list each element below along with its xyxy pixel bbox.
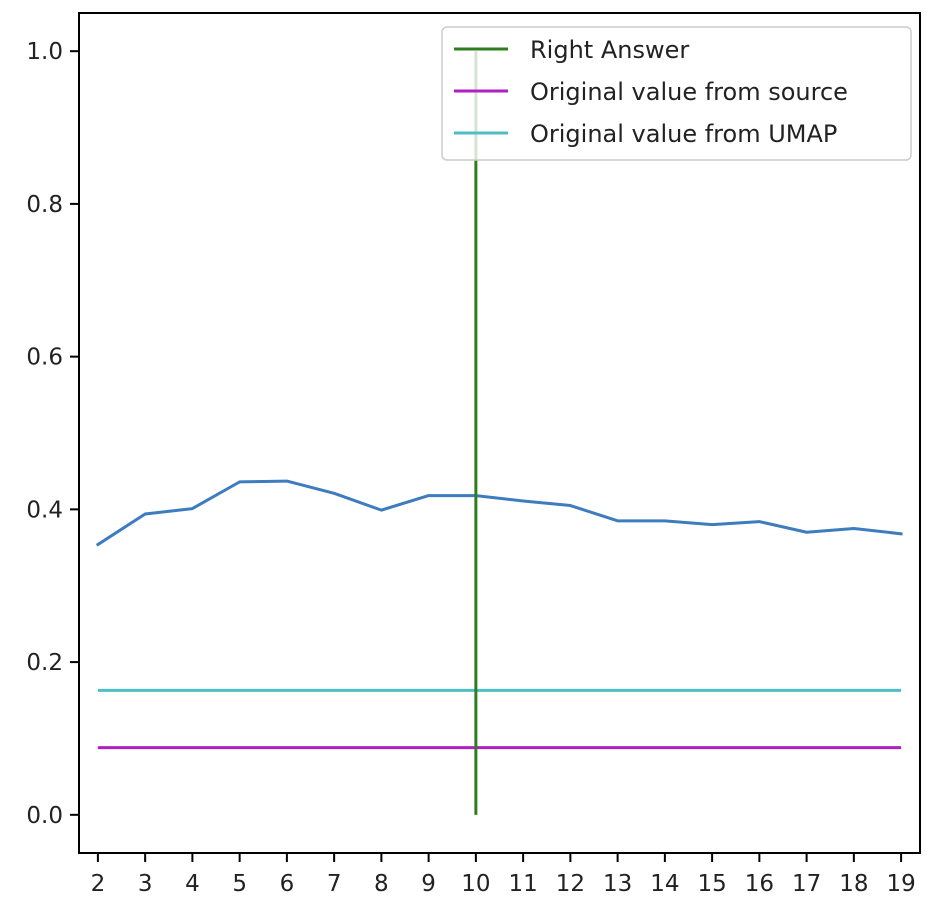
x-tick-label: 7 [327, 871, 342, 897]
x-tick-label: 12 [556, 871, 585, 897]
plot-area [95, 51, 903, 815]
x-tick-label: 19 [886, 871, 915, 897]
legend-box [441, 26, 912, 161]
x-tick-label: 15 [697, 871, 726, 897]
x-tick-label: 14 [650, 871, 679, 897]
x-tick-label: 13 [603, 871, 632, 897]
x-tick-label: 9 [421, 871, 436, 897]
y-tick-label: 1.0 [26, 39, 63, 65]
x-tick-label: 16 [745, 871, 774, 897]
x-tick-label: 6 [280, 871, 295, 897]
x-tick-label: 11 [508, 871, 537, 897]
y-tick-label: 0.6 [26, 345, 63, 371]
x-tick-label: 5 [232, 871, 247, 897]
y-tick-label: 0.0 [26, 803, 63, 829]
x-tick-label: 2 [91, 871, 106, 897]
x-tick-label: 4 [185, 871, 200, 897]
x-tick-label: 8 [374, 871, 389, 897]
x-tick-label: 10 [461, 871, 490, 897]
y-tick-label: 0.8 [26, 192, 63, 218]
series-line-0 [95, 479, 903, 547]
legend-label: Right Answer [530, 36, 689, 64]
legend: Right Answer Original value from source Or… [441, 26, 912, 161]
legend-label: Original value from UMAP [530, 120, 837, 148]
x-tick-label: 18 [839, 871, 868, 897]
y-tick-label: 0.4 [26, 497, 63, 523]
x-tick-label: 17 [792, 871, 821, 897]
legend-label: Original value from source [530, 78, 848, 106]
y-tick-label: 0.2 [26, 650, 63, 676]
axes: 2 3 4 5 6 7 8 9 10 11 12 13 14 15 16 17 18 19 0.0 0.2 0.4 0.6… [26, 12, 921, 897]
x-tick-label: 3 [138, 871, 153, 897]
axes-frame [78, 12, 921, 854]
